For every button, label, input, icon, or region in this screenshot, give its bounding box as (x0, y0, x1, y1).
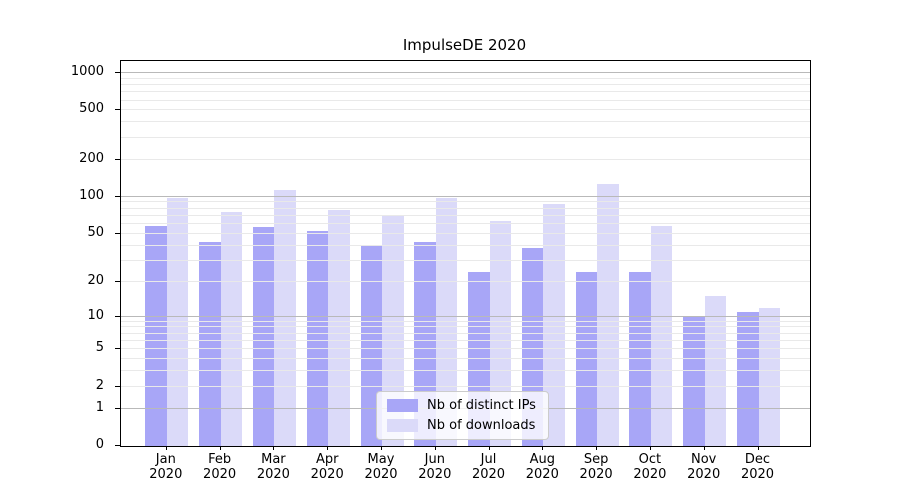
y-tick-mark (115, 232, 120, 234)
bar-downloads-mar (274, 189, 296, 446)
y-tick-mark (115, 315, 120, 317)
y-tick-mark (115, 158, 120, 160)
y-tick-label: 200 (79, 150, 104, 166)
y-tick-label: 2 (95, 377, 104, 393)
bar-downloads-feb (220, 212, 243, 446)
y-tick-label: 1000 (70, 63, 104, 79)
x-tick-mark (327, 446, 329, 450)
y-tick-mark (115, 348, 120, 350)
x-tick-label-jan: Jan 2020 (149, 452, 183, 482)
bar-distinct-ips-apr (306, 230, 329, 446)
x-tick-mark (542, 446, 544, 450)
x-tick-label-oct: Oct 2020 (633, 452, 667, 482)
y-tick-label: 20 (87, 272, 104, 288)
x-tick-label-sep: Sep 2020 (579, 452, 613, 482)
legend-swatch-downloads (387, 419, 418, 432)
x-tick-label-jul: Jul 2020 (471, 452, 506, 482)
bar-distinct-ips-dec (737, 311, 759, 446)
legend-swatch-distinct-ips (387, 399, 418, 412)
x-tick-mark (273, 446, 275, 450)
bar-downloads-nov (704, 296, 727, 446)
x-tick-label-apr: Apr 2020 (310, 452, 344, 482)
x-tick-mark (703, 446, 705, 450)
legend-label-downloads: Nb of downloads (427, 418, 536, 433)
chart-title: ImpulseDE 2020 (402, 36, 527, 54)
bar-downloads-apr (328, 210, 350, 446)
x-tick-label-feb: Feb 2020 (203, 452, 237, 482)
x-tick-label-jun: Jun 2020 (418, 452, 452, 482)
x-tick-label-nov: Nov 2020 (687, 452, 721, 482)
bar-downloads-aug (543, 204, 565, 446)
bar-downloads-may (382, 215, 404, 446)
x-tick-label-mar: Mar 2020 (256, 452, 290, 482)
bar-distinct-ips-mar (252, 226, 275, 446)
x-tick-mark (649, 446, 651, 450)
bar-downloads-jul (489, 221, 511, 446)
x-tick-mark (757, 446, 759, 450)
y-tick-mark (115, 195, 120, 197)
legend-item-downloads: Nb of downloads (387, 418, 536, 433)
bar-downloads-sep (597, 184, 619, 446)
bar-downloads-jan (166, 198, 189, 446)
bar-distinct-ips-jan (145, 225, 167, 446)
legend-item-distinct-ips: Nb of distinct IPs (387, 398, 536, 413)
x-tick-label-aug: Aug 2020 (525, 452, 559, 482)
legend-label-distinct-ips: Nb of distinct IPs (427, 398, 536, 413)
y-tick-label: 10 (87, 307, 104, 323)
bar-distinct-ips-oct (629, 272, 651, 446)
y-tick-mark (115, 280, 120, 282)
y-tick-label: 5 (95, 340, 104, 356)
bar-distinct-ips-feb (199, 241, 221, 446)
y-tick-label: 50 (87, 224, 104, 240)
x-tick-mark (488, 446, 490, 450)
y-tick-mark (115, 71, 120, 73)
x-tick-label-may: May 2020 (364, 452, 398, 482)
y-tick-label: 500 (79, 101, 104, 117)
bar-downloads-oct (650, 225, 673, 446)
y-tick-label: 100 (79, 187, 104, 203)
plot-area: Nb of distinct IPs Nb of downloads (120, 60, 811, 447)
y-tick-mark (115, 385, 120, 387)
x-tick-label-dec: Dec 2020 (740, 452, 775, 482)
bar-distinct-ips-sep (575, 272, 598, 446)
x-tick-mark (596, 446, 598, 450)
y-tick-mark (115, 109, 120, 111)
bar-distinct-ips-nov (683, 316, 705, 446)
y-tick-mark (115, 407, 120, 409)
bars-layer (121, 61, 810, 446)
y-tick-mark (115, 445, 120, 446)
legend: Nb of distinct IPs Nb of downloads (376, 391, 549, 440)
x-tick-mark (434, 446, 436, 450)
y-tick-label: 1 (95, 399, 104, 415)
bar-downloads-dec (758, 307, 780, 446)
x-tick-mark (381, 446, 382, 450)
x-tick-mark (219, 446, 221, 450)
x-tick-mark (165, 446, 167, 450)
y-tick-label: 0 (95, 437, 104, 452)
